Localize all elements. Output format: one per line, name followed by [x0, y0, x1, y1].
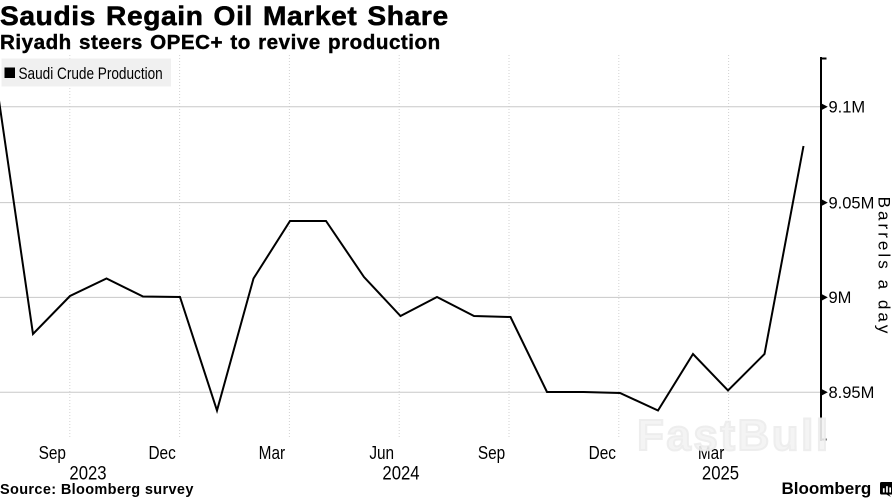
- svg-text:Sep: Sep: [478, 442, 505, 463]
- svg-text:Mar: Mar: [259, 442, 286, 463]
- svg-text:2023: 2023: [69, 462, 106, 483]
- svg-text:9M: 9M: [829, 289, 852, 307]
- svg-text:Dec: Dec: [148, 442, 176, 463]
- svg-text:9.05M: 9.05M: [829, 194, 875, 212]
- svg-text:Jun: Jun: [369, 442, 394, 463]
- svg-text:Dec: Dec: [589, 442, 617, 463]
- svg-text:Saudi Crude Production: Saudi Crude Production: [19, 65, 163, 84]
- svg-text:Sep: Sep: [39, 442, 66, 463]
- svg-text:2024: 2024: [382, 462, 419, 483]
- svg-text:2025: 2025: [702, 462, 739, 483]
- svg-text:8.95M: 8.95M: [829, 384, 875, 402]
- svg-text:Barrels a day: Barrels a day: [875, 197, 892, 337]
- svg-text:9.1M: 9.1M: [829, 99, 866, 117]
- svg-text:Mar: Mar: [698, 442, 725, 463]
